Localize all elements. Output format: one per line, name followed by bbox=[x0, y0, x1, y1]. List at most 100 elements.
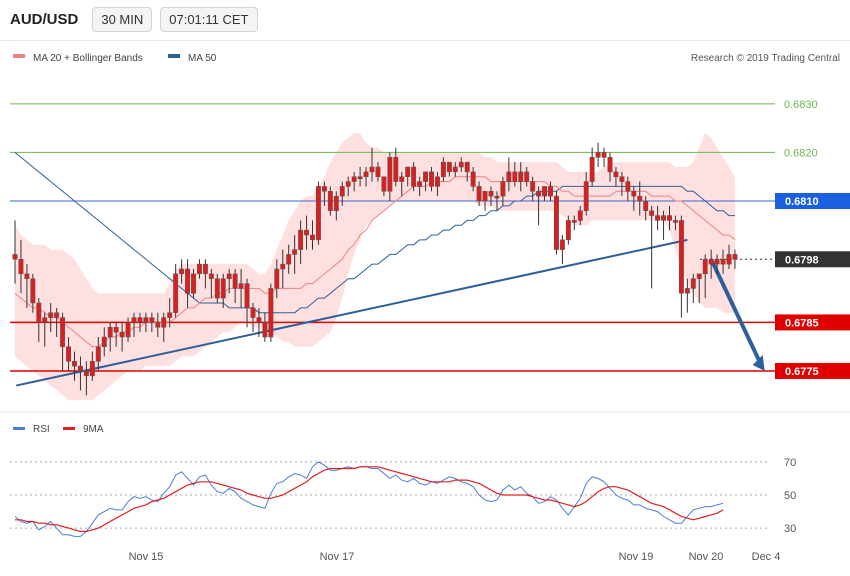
candle-body bbox=[143, 317, 149, 323]
candle-body bbox=[732, 254, 738, 260]
candle-body bbox=[411, 166, 417, 187]
candle-body bbox=[655, 215, 661, 221]
symbol-label[interactable]: AUD/USD bbox=[10, 10, 79, 28]
header-divider bbox=[0, 40, 850, 41]
candle-body bbox=[268, 288, 274, 338]
candle-body bbox=[595, 152, 601, 158]
candle-body bbox=[321, 186, 327, 192]
candle-body bbox=[89, 361, 95, 377]
level-tag bbox=[775, 363, 850, 379]
candle-body bbox=[518, 171, 524, 182]
candle-body bbox=[137, 317, 143, 323]
x-tick-label: Nov 17 bbox=[320, 551, 355, 563]
level-tag bbox=[775, 314, 850, 331]
candle-body bbox=[565, 220, 571, 241]
candles bbox=[12, 142, 738, 396]
candle-body bbox=[304, 229, 310, 236]
candle-body bbox=[345, 181, 351, 187]
candle-body bbox=[458, 161, 464, 168]
candle-body bbox=[292, 249, 298, 255]
credit-text: Research © 2019 Trading Central bbox=[691, 53, 840, 64]
candle-body bbox=[631, 191, 637, 197]
legend-swatch-ma20 bbox=[13, 54, 25, 58]
candle-body bbox=[429, 171, 434, 187]
candle-body bbox=[375, 166, 381, 177]
candle-body bbox=[202, 263, 208, 275]
candle-body bbox=[125, 322, 131, 338]
candle-body bbox=[95, 346, 101, 362]
candle-body bbox=[161, 317, 167, 328]
candle-body bbox=[286, 254, 292, 265]
candle-body bbox=[684, 288, 690, 294]
candle-body bbox=[36, 302, 42, 323]
candle-body bbox=[625, 181, 631, 192]
candle-body bbox=[476, 186, 482, 202]
legend-swatch-ma50 bbox=[168, 54, 180, 58]
candle-body bbox=[18, 259, 24, 275]
candle-body bbox=[119, 331, 125, 338]
candle-body bbox=[226, 273, 232, 279]
level-tag bbox=[775, 193, 850, 209]
candle-body bbox=[393, 157, 399, 182]
candle-body bbox=[274, 268, 280, 289]
candle-body bbox=[173, 273, 179, 313]
rsi-line bbox=[14, 461, 724, 537]
candle-body bbox=[470, 171, 476, 187]
forecast-arrow-shaft bbox=[709, 258, 764, 367]
level-label: 0.6775 bbox=[785, 366, 819, 378]
candle-body bbox=[613, 171, 619, 177]
forecast-arrow-head bbox=[752, 355, 765, 371]
candle-body bbox=[482, 191, 488, 202]
candle-body bbox=[506, 171, 512, 182]
legend-label-ma50: MA 50 bbox=[188, 53, 217, 64]
rsi-tick-label: 70 bbox=[784, 457, 796, 469]
candle-body bbox=[726, 254, 732, 265]
candle-body bbox=[48, 312, 54, 318]
legend-label-rsi: RSI bbox=[33, 424, 50, 435]
candle-body bbox=[167, 312, 173, 318]
candle-body bbox=[155, 322, 161, 328]
candle-body bbox=[440, 161, 446, 177]
time-display: 07:01:11 CET bbox=[160, 6, 258, 32]
candle-body bbox=[678, 220, 684, 294]
candle-body bbox=[333, 195, 339, 211]
candle-body bbox=[60, 317, 66, 347]
bollinger-band bbox=[15, 133, 735, 401]
candle-body bbox=[577, 210, 583, 221]
candle-body bbox=[452, 166, 458, 173]
candle-body bbox=[589, 157, 595, 182]
candle-body bbox=[339, 186, 345, 197]
level-label: 0.6820 bbox=[784, 147, 818, 159]
chart-legend: MA 20 + Bollinger Bands MA 50 Research ©… bbox=[13, 53, 840, 64]
candle-body bbox=[500, 181, 506, 197]
candle-body bbox=[673, 220, 678, 223]
trendline bbox=[15, 238, 688, 387]
rsi-tick-label: 30 bbox=[784, 523, 796, 535]
rsi-9ma-line bbox=[15, 466, 724, 533]
candle-body bbox=[256, 317, 262, 323]
legend-label-9ma: 9MA bbox=[83, 424, 104, 435]
candle-body bbox=[399, 176, 405, 182]
candle-body bbox=[12, 254, 18, 260]
timeframe-selector[interactable]: 30 MIN bbox=[92, 6, 153, 32]
bollinger-band-area bbox=[15, 133, 735, 401]
candle-body bbox=[720, 259, 726, 265]
candle-body bbox=[369, 166, 375, 173]
candle-body bbox=[78, 365, 83, 372]
candle-body bbox=[702, 259, 708, 275]
level-label: 0.6785 bbox=[785, 317, 819, 329]
candle-body bbox=[494, 195, 500, 199]
candle-body bbox=[696, 273, 702, 279]
level-label: 0.6830 bbox=[784, 99, 818, 111]
candle-body bbox=[554, 195, 559, 250]
candle-body bbox=[387, 157, 393, 192]
candle-body bbox=[446, 161, 452, 173]
candle-body bbox=[316, 186, 321, 241]
rsi-tick-label: 50 bbox=[784, 490, 796, 502]
candle-body bbox=[423, 171, 429, 182]
candle-body bbox=[54, 312, 60, 318]
candle-body bbox=[643, 200, 649, 211]
rsi-legend: RSI 9MA bbox=[13, 424, 104, 435]
candle-body bbox=[191, 273, 196, 294]
